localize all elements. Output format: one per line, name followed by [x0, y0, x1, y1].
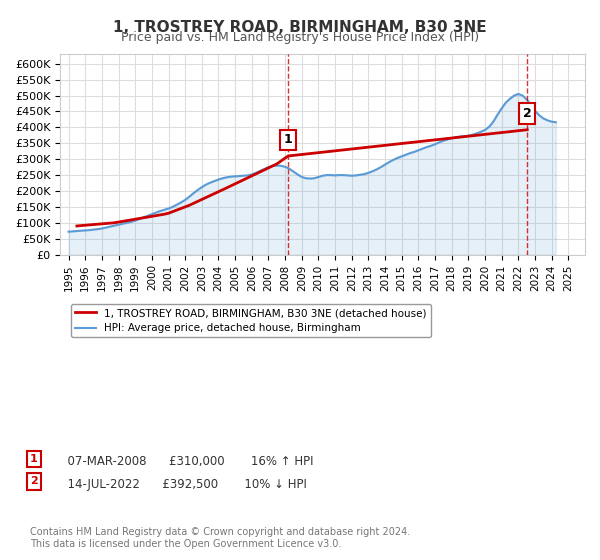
Text: 2: 2	[523, 107, 532, 120]
Text: 07-MAR-2008      £310,000       16% ↑ HPI: 07-MAR-2008 £310,000 16% ↑ HPI	[60, 455, 314, 469]
Text: 14-JUL-2022      £392,500       10% ↓ HPI: 14-JUL-2022 £392,500 10% ↓ HPI	[60, 478, 307, 491]
Text: Contains HM Land Registry data © Crown copyright and database right 2024.
This d: Contains HM Land Registry data © Crown c…	[30, 527, 410, 549]
Text: Price paid vs. HM Land Registry's House Price Index (HPI): Price paid vs. HM Land Registry's House …	[121, 31, 479, 44]
Text: 2: 2	[30, 477, 38, 487]
Text: 1, TROSTREY ROAD, BIRMINGHAM, B30 3NE: 1, TROSTREY ROAD, BIRMINGHAM, B30 3NE	[113, 20, 487, 35]
Text: 1: 1	[30, 454, 38, 464]
Text: 1: 1	[284, 133, 293, 147]
Legend: 1, TROSTREY ROAD, BIRMINGHAM, B30 3NE (detached house), HPI: Average price, deta: 1, TROSTREY ROAD, BIRMINGHAM, B30 3NE (d…	[71, 304, 431, 338]
